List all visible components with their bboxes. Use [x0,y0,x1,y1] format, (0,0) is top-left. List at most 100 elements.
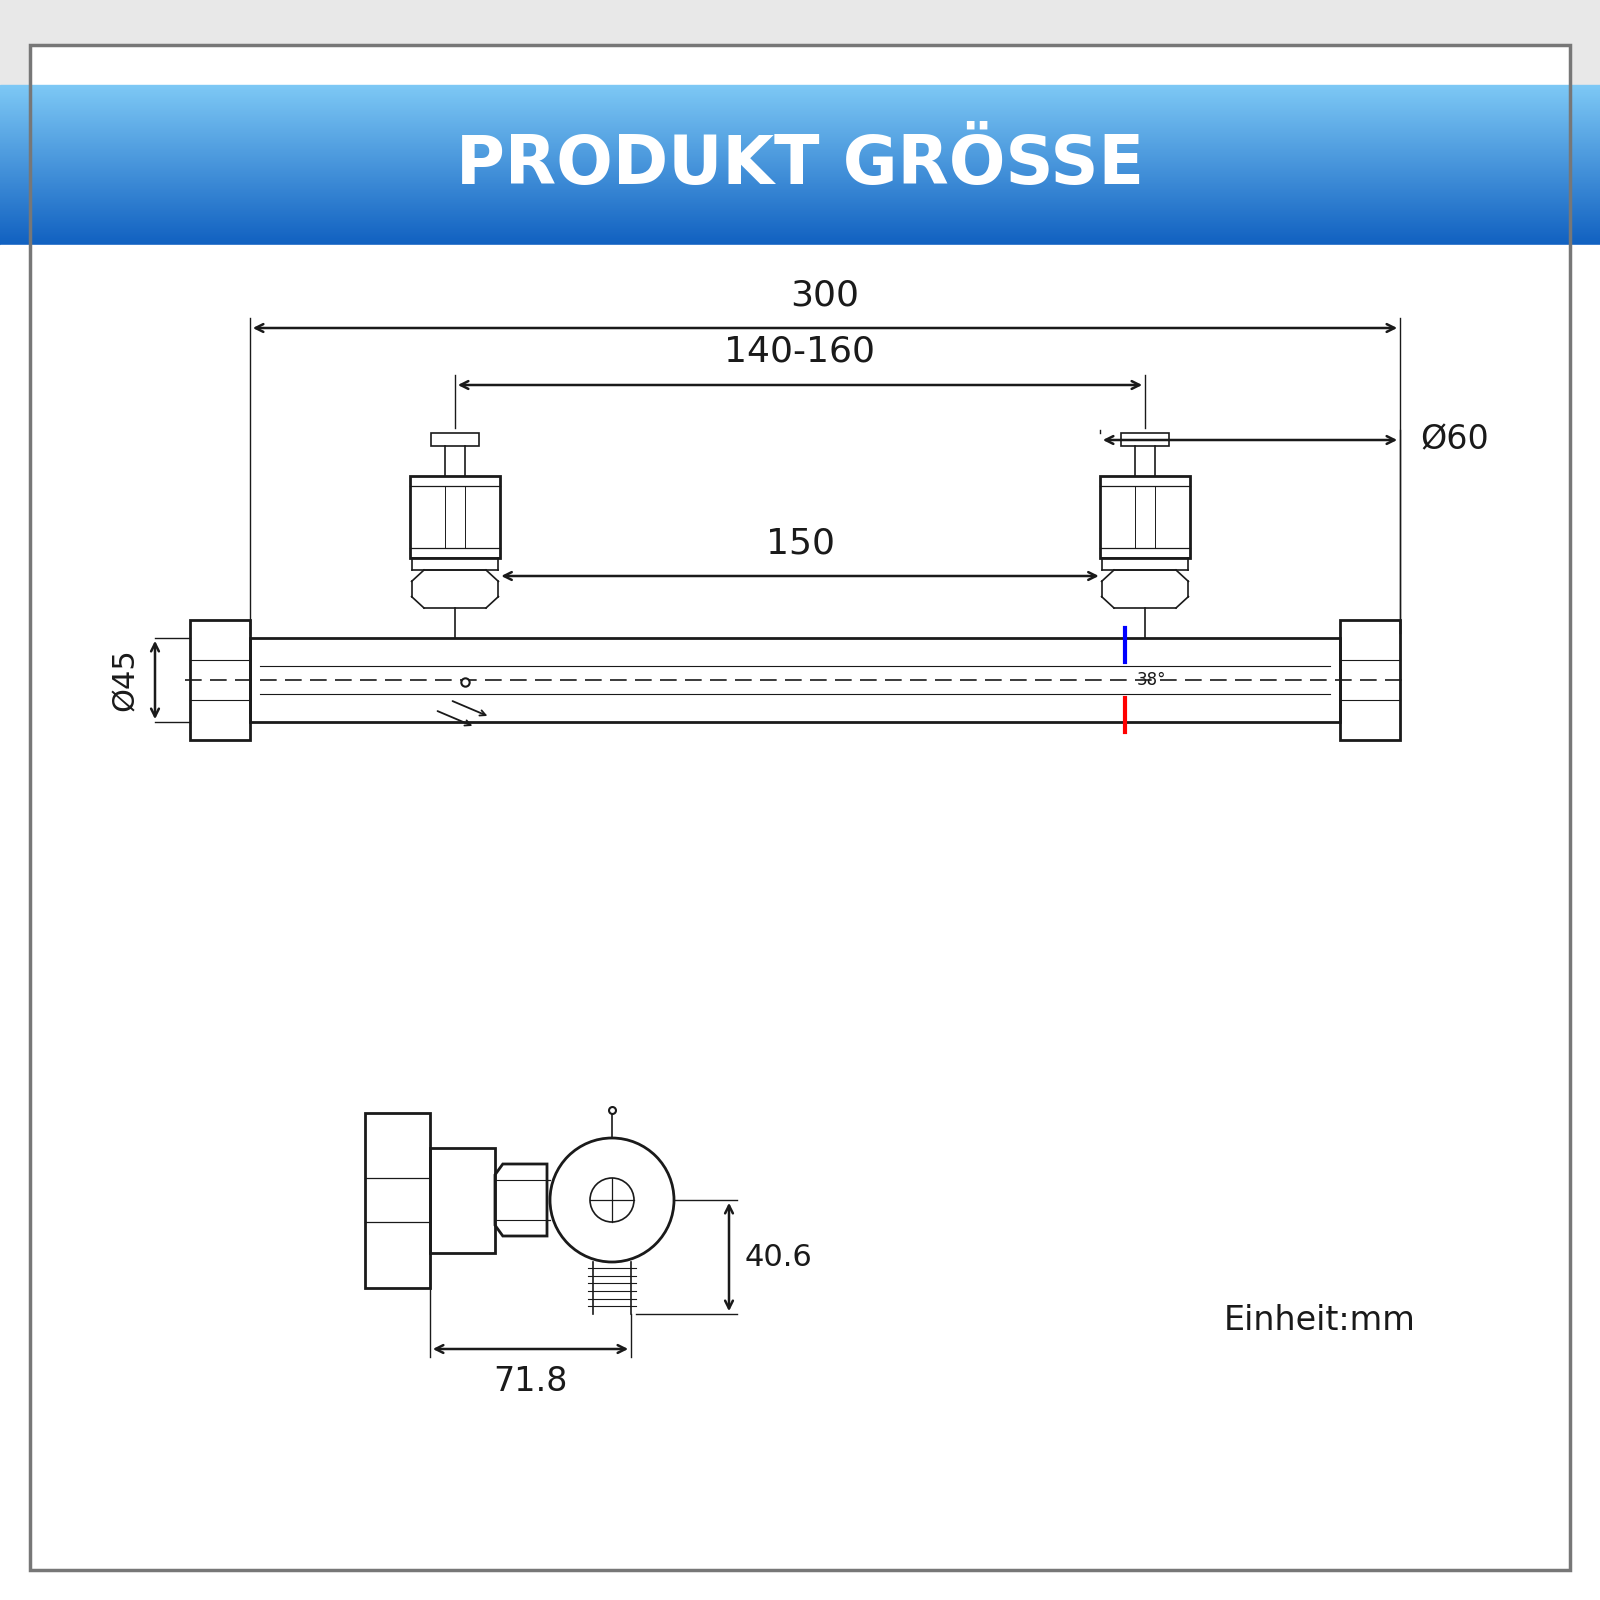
Bar [0,197,1600,198]
Bar [0,109,1600,110]
Bar [0,213,1600,214]
Bar [0,138,1600,139]
Bar [0,99,1600,101]
Bar [0,149,1600,150]
Bar [0,125,1600,126]
Bar [430,434,478,446]
Bar [0,195,1600,197]
Bar [365,1112,430,1288]
Bar [1101,477,1190,558]
Bar [0,179,1600,181]
Bar [0,134,1600,138]
Text: 40.6: 40.6 [746,1243,813,1272]
Bar [0,94,1600,98]
Bar [0,98,1600,99]
Bar [0,130,1600,131]
Bar [0,187,1600,189]
Bar [0,154,1600,155]
Bar [0,202,1600,203]
Bar [0,118,1600,122]
Bar [0,110,1600,114]
Bar [0,139,1600,141]
Bar [0,166,1600,170]
Bar [1122,434,1170,446]
Bar [0,226,1600,227]
Text: Ø60: Ø60 [1421,424,1488,456]
Bar [0,190,1600,194]
Bar [0,162,1600,163]
Bar [0,93,1600,94]
Bar [0,238,1600,242]
Bar [0,230,1600,234]
Bar [0,218,1600,219]
Bar [0,133,1600,134]
Bar [0,131,1600,133]
Bar [0,90,1600,91]
Text: 38°: 38° [1138,670,1166,690]
Bar [0,91,1600,93]
Bar [0,86,1600,90]
Bar [0,211,1600,213]
Bar [0,210,1600,211]
Text: 71.8: 71.8 [493,1365,568,1398]
Bar [0,243,1600,245]
Bar [0,142,1600,146]
Bar [0,194,1600,195]
Bar [0,141,1600,142]
Bar [0,237,1600,238]
Bar [0,206,1600,210]
Bar [0,181,1600,182]
Bar [0,155,1600,157]
Bar [0,178,1600,179]
Bar [0,235,1600,237]
Bar [0,174,1600,178]
Bar [0,203,1600,205]
Bar [0,107,1600,109]
Bar [0,205,1600,206]
Text: 150: 150 [765,526,835,560]
Bar [0,117,1600,118]
Bar [0,157,1600,158]
Bar [0,214,1600,218]
Bar [430,1147,494,1253]
Bar [0,227,1600,229]
Bar [0,186,1600,187]
Bar [0,102,1600,106]
Bar [0,170,1600,171]
Bar [190,621,250,739]
Text: PRODUKT GRÖSSE: PRODUKT GRÖSSE [456,133,1144,198]
Bar [0,198,1600,202]
Bar [0,171,1600,173]
Text: 300: 300 [790,278,859,312]
Bar [0,106,1600,107]
Bar [0,123,1600,125]
Bar [0,126,1600,130]
Bar [0,114,1600,115]
Bar [0,147,1600,149]
Bar [0,122,1600,123]
Bar [0,242,1600,243]
Bar [0,150,1600,154]
Bar [0,165,1600,166]
Bar [410,477,499,558]
Bar [0,146,1600,147]
Bar [0,221,1600,222]
Bar [0,101,1600,102]
Bar [0,234,1600,235]
Bar [0,189,1600,190]
Bar [250,638,1341,722]
Bar [0,85,1600,86]
Bar [0,219,1600,221]
Bar [0,115,1600,117]
Bar [0,222,1600,226]
Bar [0,182,1600,186]
Bar [0,163,1600,165]
Bar [1341,621,1400,739]
Text: 140-160: 140-160 [725,334,875,370]
Text: Ø45: Ø45 [110,648,141,712]
Bar [0,158,1600,162]
Text: Einheit:mm: Einheit:mm [1224,1304,1416,1336]
Bar [0,229,1600,230]
Bar [0,173,1600,174]
Bar [0,245,1600,1600]
